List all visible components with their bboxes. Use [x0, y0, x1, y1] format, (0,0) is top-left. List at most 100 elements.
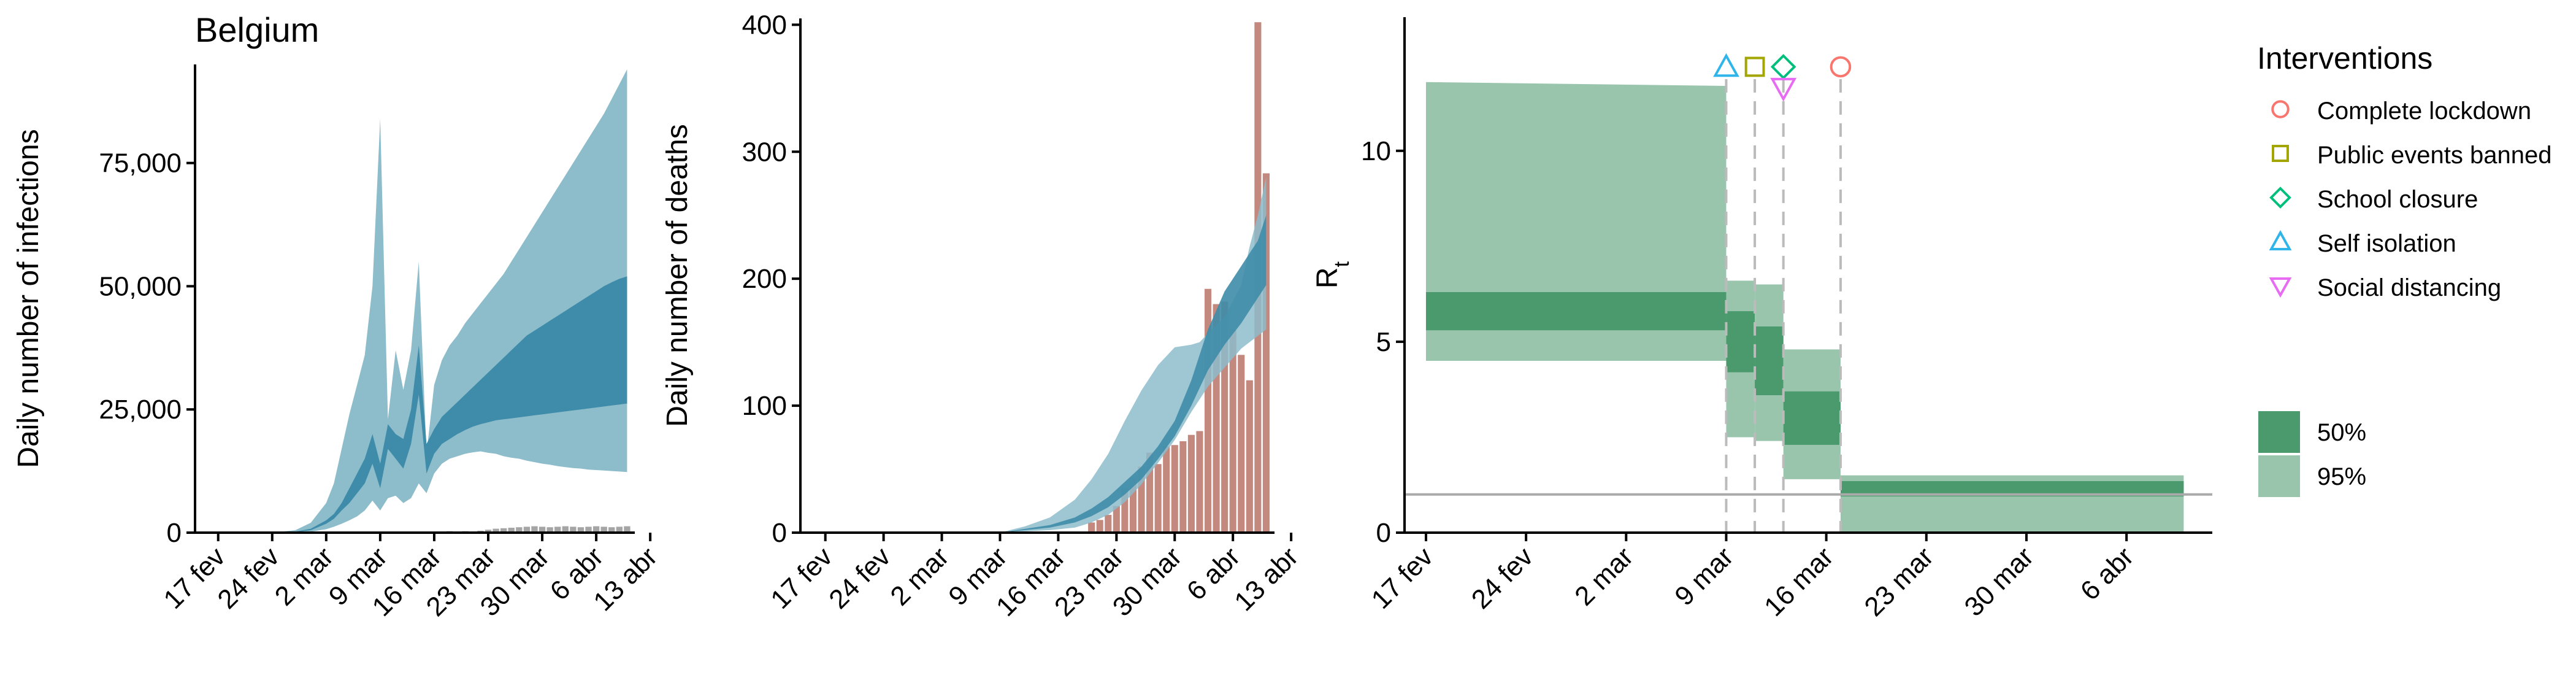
y-tick-label: 10: [1361, 136, 1391, 166]
data-bar: [624, 526, 631, 533]
data-bar: [1154, 464, 1162, 533]
y-axis-title: Daily number of deaths: [661, 124, 694, 427]
legend-marker: [2269, 187, 2291, 209]
x-tick-label: 16 mar: [1758, 541, 1839, 622]
legend-marker: [2272, 145, 2289, 162]
data-bar: [1246, 380, 1253, 533]
data-bar: [1138, 466, 1145, 533]
data-bar: [523, 527, 531, 533]
legend-item-label: School closure: [2317, 186, 2478, 213]
data-bar: [500, 528, 507, 533]
intervention-marker: [1713, 53, 1739, 77]
y-tick-label: 0: [1376, 518, 1391, 548]
y-axis-title: Daily number of infections: [12, 129, 45, 468]
x-tick-label: 24 fev: [1466, 541, 1539, 614]
data-bar: [508, 527, 515, 533]
legend-band-swatch: [2258, 411, 2300, 453]
band-50: [825, 215, 1267, 533]
data-bar: [1105, 515, 1112, 533]
data-bar: [585, 527, 592, 533]
y-axis-title-subscript: t: [1330, 261, 1354, 267]
data-bar: [485, 530, 492, 533]
y-tick-label: 0: [772, 518, 787, 548]
legend-item-label: Public events banned: [2317, 142, 2552, 169]
x-tick-label: 30 mar: [1959, 541, 2039, 622]
data-bar: [516, 527, 523, 533]
data-bar: [1129, 478, 1137, 533]
y-tick-label: 100: [742, 391, 787, 421]
data-bar: [554, 527, 561, 533]
data-bar: [1088, 522, 1095, 533]
rt-band-50: [1755, 326, 1784, 395]
rt-panel: 0 5 10 17 fev 24 fev 2 mar 9 mar 16 mar 23 mar 30…: [1311, 17, 2212, 622]
x-tick-label: 24 fev: [212, 541, 285, 614]
legend-item-label: Self isolation: [2317, 230, 2456, 257]
x-tick-label: 2 mar: [884, 541, 954, 611]
data-bar: [562, 526, 569, 533]
data-bar: [1262, 173, 1270, 533]
band-95: [218, 69, 627, 533]
rt-band-50: [1425, 292, 1727, 331]
x-tick-label: 6 abr: [2075, 541, 2140, 606]
x-tick-label: 9 mar: [1669, 541, 1739, 611]
data-bar: [570, 527, 577, 533]
intervention-marker: [1830, 56, 1852, 78]
band-95: [825, 177, 1267, 533]
intervention-marker: [1744, 56, 1765, 77]
data-bar: [1179, 441, 1187, 533]
data-bar: [1171, 445, 1178, 533]
data-bar: [546, 527, 553, 533]
x-tick-label: 24 fev: [823, 541, 896, 614]
legend-marker: [2271, 100, 2290, 118]
band-50: [218, 276, 627, 533]
data-bar: [539, 527, 546, 533]
y-tick-label: 400: [742, 10, 787, 40]
data-bar: [616, 527, 623, 533]
y-axis-title: Rt: [1311, 261, 1354, 288]
interventions-legend: Interventions Complete lockdown Public eve…: [2257, 41, 2552, 497]
y-tick-label: 50,000: [99, 271, 182, 301]
intervention-marker: [1770, 77, 1797, 102]
x-tick-label: 2 mar: [269, 541, 339, 611]
data-bar: [493, 528, 499, 533]
legend-item-label: Social distancing: [2317, 274, 2501, 301]
data-bar: [531, 526, 538, 533]
data-bar: [1196, 431, 1203, 533]
y-tick-label: 75,000: [99, 149, 182, 179]
legend-band-label: 95%: [2317, 463, 2366, 490]
legend-marker: [2269, 277, 2292, 298]
data-bar: [1096, 520, 1103, 533]
rt-band-50: [1726, 311, 1755, 372]
data-bar: [577, 527, 585, 533]
data-bar: [1213, 304, 1220, 533]
y-tick-label: 25,000: [99, 395, 182, 425]
data-bar: [1187, 434, 1195, 533]
rt-band-95: [1425, 82, 1727, 361]
y-tick-label: 5: [1376, 327, 1391, 357]
y-tick-label: 300: [742, 137, 787, 167]
data-bar: [1113, 506, 1120, 533]
data-bar: [608, 527, 615, 533]
data-bar: [1163, 446, 1170, 533]
y-tick-label: 200: [742, 264, 787, 294]
y-tick-label: 0: [167, 518, 182, 548]
data-bar: [600, 527, 607, 533]
intervention-marker: [1770, 54, 1796, 80]
data-bar: [1229, 329, 1236, 533]
panel-title: Belgium: [195, 10, 319, 49]
data-bar: [1121, 488, 1129, 533]
data-bar: [1238, 355, 1245, 533]
x-tick-label: 2 mar: [1569, 541, 1639, 611]
x-tick-label: 17 fev: [1366, 541, 1439, 614]
data-bar: [1221, 301, 1229, 533]
data-bar: [592, 526, 600, 533]
legend-marker: [2269, 230, 2292, 250]
data-bar: [1146, 452, 1154, 533]
x-tick-label: 17 fev: [765, 541, 838, 614]
data-bar: [1204, 288, 1212, 533]
legend-band-swatch: [2258, 455, 2300, 497]
